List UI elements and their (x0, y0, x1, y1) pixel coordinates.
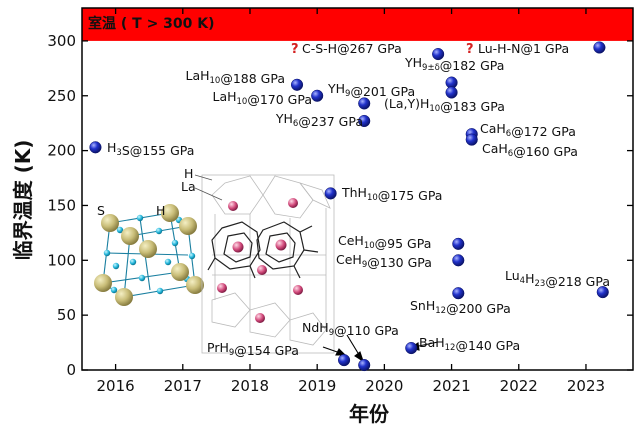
data-point-7 (445, 86, 458, 99)
point-label-0: H3S@155 GPa (107, 140, 194, 158)
y-tick-label-1: 50 (57, 306, 76, 324)
point-label-7: (La,Y)H10@183 GPa (384, 96, 505, 114)
point-label-13: CeH9@130 GPa (336, 252, 432, 270)
data-point-15 (452, 287, 465, 300)
y-tick-label-3: 150 (47, 196, 76, 214)
y-tick-label-6: 300 (47, 32, 76, 50)
inset-label-s: S (97, 203, 105, 218)
point-label-10: CaH6@160 GPa (482, 141, 578, 159)
y-tick-label-4: 200 (47, 142, 76, 160)
point-label-2: LaH10@170 GPa (212, 89, 312, 107)
point-label-5: C-S-H@267 GPa (302, 41, 402, 56)
data-point-16 (358, 359, 371, 372)
inset-label-h-lah10: H (184, 166, 193, 181)
point-label-4: YH6@237 GPa (275, 111, 363, 129)
data-points: H3S@155 GPa LaH10@188 GPa LaH10@170 GPa YH9… (89, 41, 610, 372)
point-label-3: YH9@201 GPa (327, 81, 415, 99)
uncertain-mark-5: ? (291, 42, 299, 57)
x-tick-label-1: 2017 (164, 377, 202, 395)
inset-label-la: La (181, 179, 196, 194)
data-point-11 (324, 187, 337, 200)
point-label-18: BaH12@140 GPa (419, 335, 520, 353)
point-label-1: LaH10@188 GPa (185, 68, 285, 86)
data-point-3 (358, 97, 371, 110)
x-axis-title: 年份 (349, 402, 390, 426)
data-point-12 (452, 237, 465, 250)
data-point-8 (593, 41, 606, 54)
inset-label-h: H (156, 203, 165, 218)
x-tick-label-0: 2016 (97, 377, 135, 395)
point-label-8: Lu-H-N@1 GPa (478, 41, 569, 56)
data-point-4 (358, 114, 371, 128)
data-point-13 (452, 254, 465, 267)
y-tick-label-0: 0 (66, 361, 76, 379)
data-point-14 (596, 286, 609, 299)
data-point-17 (338, 354, 351, 367)
uncertain-mark-8: ? (466, 42, 474, 57)
point-label-15: SnH12@200 GPa (410, 298, 511, 316)
point-label-17: PrH9@154 GPa (207, 340, 299, 358)
axis-ticks: 2016 2017 2018 2019 2020 2021 2022 2023 0 50 100 15… (47, 8, 633, 395)
data-point-5 (432, 48, 445, 61)
point-label-9: CaH6@172 GPa (480, 121, 576, 139)
data-point-1 (290, 78, 304, 91)
lah10-structure-illustration: H La (181, 166, 335, 354)
x-tick-label-5: 2021 (432, 377, 470, 395)
x-tick-label-7: 2023 (567, 377, 605, 395)
point-label-6: YH9±δ@182 GPa (404, 55, 504, 73)
x-tick-label-2: 2018 (231, 377, 269, 395)
plot-frame (81, 7, 634, 371)
room-temperature-label: 室温 ( T > 300 K) (88, 15, 215, 32)
room-temperature-band (82, 8, 633, 41)
point-label-14: Lu4H23@218 GPa (505, 268, 610, 289)
data-point-10 (465, 133, 478, 146)
data-point-0 (89, 141, 102, 154)
x-tick-label-4: 2020 (365, 377, 403, 395)
data-point-18 (405, 342, 418, 355)
point-label-12: CeH10@95 GPa (338, 233, 431, 251)
x-tick-label-3: 2019 (298, 377, 336, 395)
point-label-16: NdH9@110 GPa (302, 320, 399, 338)
point-label-11: ThH10@175 GPa (341, 185, 442, 203)
y-tick-label-2: 100 (47, 251, 76, 269)
y-axis-title: 临界温度 (K) (11, 140, 35, 261)
x-tick-label-6: 2022 (500, 377, 538, 395)
y-tick-label-5: 250 (47, 87, 76, 105)
h3s-structure-illustration: S H (94, 203, 204, 306)
data-point-2 (311, 89, 324, 102)
